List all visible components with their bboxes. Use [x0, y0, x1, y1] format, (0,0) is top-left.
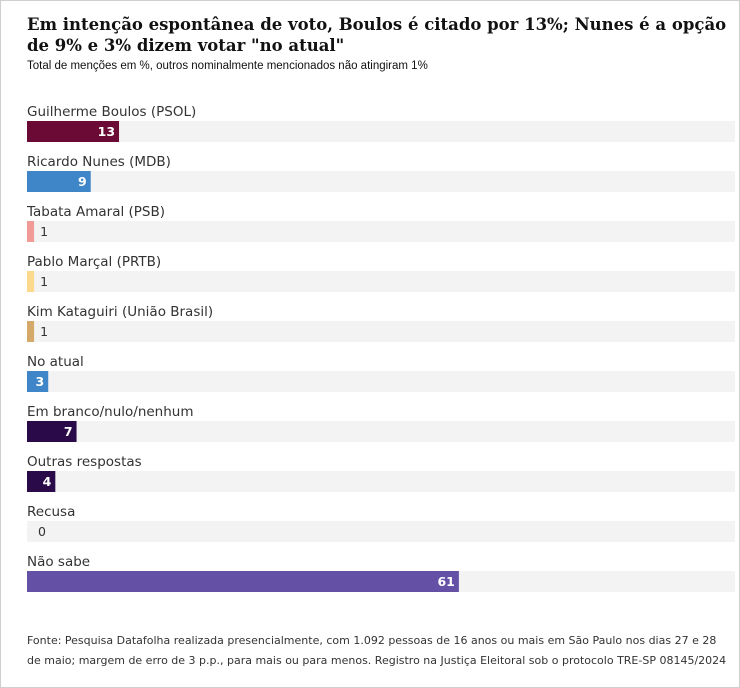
bar: [27, 221, 35, 242]
category-label: Guilherme Boulos (PSOL): [27, 104, 196, 120]
bar-track: [27, 371, 735, 392]
category-label: Em branco/nulo/nenhum: [27, 404, 194, 420]
value-label: 0: [38, 524, 46, 539]
bar-row: Kim Kataguiri (União Brasil) 1: [27, 304, 735, 342]
bar: [27, 121, 120, 142]
bar-track: [27, 221, 735, 242]
bar: [27, 421, 77, 442]
bar-track: [27, 521, 735, 542]
bar-track: [27, 121, 735, 142]
bar-row: Tabata Amaral (PSB) 1: [26, 204, 735, 242]
category-label: No atual: [27, 354, 84, 370]
value-label: 13: [98, 124, 115, 139]
value-label: 4: [43, 474, 52, 489]
bar-row: Recusa 0: [27, 504, 735, 542]
value-label: 61: [437, 574, 454, 589]
bar-row: No atual 3: [27, 354, 735, 392]
bar-row: Em branco/nulo/nenhum 7: [27, 404, 735, 442]
source-footnote: Fonte: Pesquisa Datafolha realizada pres…: [27, 634, 727, 667]
bar-track: [27, 321, 735, 342]
category-label: Recusa: [27, 504, 75, 520]
bar-track: [27, 271, 735, 292]
category-label: Não sabe: [27, 554, 90, 570]
bar-row: Pablo Marçal (PRTB) 1: [27, 254, 735, 292]
bar: [27, 321, 35, 342]
category-label: Pablo Marçal (PRTB): [27, 254, 161, 270]
bar: [27, 371, 49, 392]
value-label: 9: [78, 174, 87, 189]
bar-row: Não sabe 61: [27, 554, 735, 592]
value-label: 7: [64, 424, 73, 439]
bar-track: [27, 421, 735, 442]
bar: [27, 471, 56, 492]
bar: [27, 271, 35, 292]
value-label: 3: [36, 374, 45, 389]
bar-row: Guilherme Boulos (PSOL) 13: [27, 104, 735, 142]
bar-track: [27, 171, 735, 192]
value-label: 1: [40, 274, 48, 289]
chart-subtitle: Total de menções em %, outros nominalmen…: [27, 60, 428, 72]
bar: [27, 171, 91, 192]
bar: [27, 571, 459, 592]
category-label: Outras respostas: [27, 454, 142, 470]
value-label: 1: [40, 224, 48, 239]
value-label: 1: [40, 324, 48, 339]
category-label: Ricardo Nunes (MDB): [27, 154, 171, 170]
chart-title: Em intenção espontânea de voto, Boulos é…: [27, 15, 727, 55]
bar-track: [27, 471, 735, 492]
bar-row: Outras respostas 4: [27, 454, 735, 492]
category-label: Kim Kataguiri (União Brasil): [27, 304, 213, 320]
category-label: Tabata Amaral (PSB): [26, 204, 165, 220]
bar-row: Ricardo Nunes (MDB) 9: [27, 154, 735, 192]
